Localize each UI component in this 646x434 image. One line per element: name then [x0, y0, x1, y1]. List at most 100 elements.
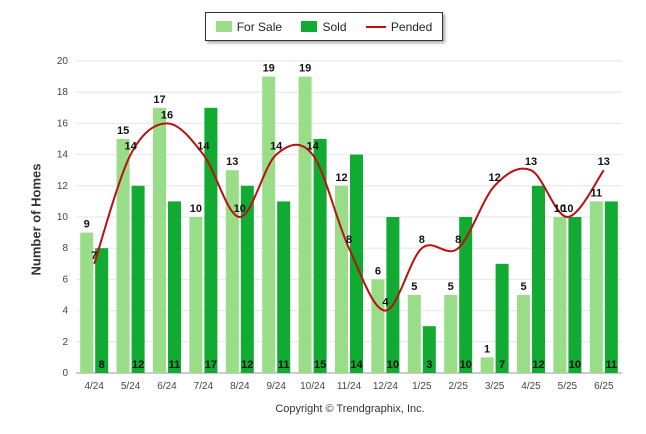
- legend-label-for-sale: For Sale: [236, 19, 283, 34]
- data-label-for-sale: 5: [411, 281, 417, 293]
- bar-sold: [495, 263, 509, 373]
- bar-for-sale: [517, 295, 530, 373]
- bar-for-sale: [480, 357, 494, 373]
- data-label-pended: 8: [419, 234, 425, 246]
- bar-for-sale: [407, 295, 421, 373]
- x-tick-label: 10/24: [300, 381, 325, 392]
- bar-sold: [313, 139, 327, 373]
- x-tick-label: 3/25: [485, 381, 505, 392]
- data-label-pended: 14: [306, 141, 319, 153]
- x-tick-label: 6/25: [594, 381, 614, 392]
- legend-label-pended: Pended: [390, 19, 433, 34]
- bar-sold: [568, 217, 582, 373]
- data-label-pended: 14: [270, 141, 283, 153]
- bar-sold: [459, 217, 473, 373]
- data-label-sold: 14: [350, 359, 363, 371]
- data-label-sold: 7: [499, 359, 505, 371]
- data-label-pended: 4: [382, 297, 389, 309]
- bar-for-sale: [262, 76, 276, 373]
- data-label-for-sale: 5: [520, 281, 526, 293]
- bar-for-sale: [589, 201, 603, 373]
- legend-item-pended[interactable]: Pended: [365, 19, 433, 34]
- x-tick-label: 7/24: [194, 381, 214, 392]
- data-label-sold: 15: [314, 359, 326, 371]
- bar-sold: [95, 248, 109, 373]
- y-tick-label: 10: [57, 212, 69, 223]
- pended-line: [93, 122, 605, 312]
- data-label-pended: 8: [455, 234, 461, 246]
- y-tick-label: 0: [62, 368, 68, 379]
- x-tick-label: 5/25: [558, 381, 578, 392]
- data-label-for-sale: 12: [335, 172, 347, 184]
- data-label-for-sale: 15: [117, 125, 129, 137]
- data-labels: 9871512141711161017141312101911141915141…: [84, 63, 617, 371]
- x-tick-label: 8/24: [230, 381, 250, 392]
- bar-for-sale: [553, 217, 567, 373]
- data-label-for-sale: 19: [299, 63, 311, 75]
- data-label-sold: 10: [569, 359, 581, 371]
- x-tick-label: 11/24: [337, 381, 362, 392]
- data-label-for-sale: 5: [448, 281, 454, 293]
- bar-for-sale: [335, 185, 348, 373]
- legend-swatch-sold: [301, 21, 318, 32]
- legend-item-sold[interactable]: Sold: [301, 19, 347, 34]
- y-axis-title: Number of Homes: [28, 163, 44, 276]
- data-label-pended: 8: [346, 234, 352, 246]
- data-label-pended: 7: [91, 250, 97, 262]
- data-label-sold: 10: [460, 359, 472, 371]
- y-tick-labels: 0 2 4 6 8 10 12 14 16 18 20: [57, 56, 69, 379]
- bar-for-sale: [371, 279, 385, 373]
- data-label-for-sale: 10: [190, 203, 202, 215]
- data-label-sold: 12: [132, 359, 144, 371]
- legend-label-sold: Sold: [322, 19, 347, 34]
- legend-item-for-sale[interactable]: For Sale: [215, 19, 283, 34]
- data-label-for-sale: 6: [375, 265, 381, 277]
- data-label-for-sale: 17: [153, 94, 165, 106]
- y-tick-label: 12: [57, 181, 69, 192]
- data-label-for-sale: 19: [263, 63, 275, 75]
- bar-for-sale: [189, 217, 203, 373]
- y-tick-label: 8: [62, 243, 68, 254]
- y-tick-label: 20: [57, 56, 69, 67]
- x-tick-label: 9/24: [266, 381, 286, 392]
- bar-sold: [240, 185, 254, 373]
- legend-swatch-pended: [365, 25, 386, 28]
- bar-for-sale: [153, 107, 166, 374]
- bar-sold: [168, 201, 181, 373]
- y-tick-label: 6: [62, 274, 68, 285]
- data-label-sold: 10: [387, 359, 399, 371]
- bar-sold: [277, 201, 291, 373]
- data-label-sold: 11: [278, 359, 290, 371]
- copyright-text: Copyright © Trendgraphix, Inc.: [275, 403, 425, 415]
- bar-sold: [532, 185, 545, 373]
- bar-for-sale: [116, 139, 130, 373]
- bar-for-sale: [444, 295, 458, 373]
- data-label-sold: 11: [169, 359, 181, 371]
- data-label-sold: 12: [241, 359, 253, 371]
- bar-sold: [422, 326, 436, 373]
- data-label-pended: 16: [161, 109, 173, 121]
- y-tick-label: 14: [57, 150, 69, 161]
- x-tick-label: 12/24: [373, 381, 398, 392]
- bar-for-sale: [298, 76, 312, 373]
- x-tick-label: 4/25: [521, 381, 541, 392]
- data-label-sold: 11: [605, 359, 617, 371]
- y-tick-label: 18: [57, 87, 69, 98]
- data-label-pended: 13: [598, 156, 610, 168]
- data-label-for-sale: 1: [484, 343, 490, 355]
- data-label-sold: 3: [426, 359, 432, 371]
- data-label-for-sale: 13: [226, 156, 238, 168]
- data-label-pended: 10: [234, 203, 246, 215]
- y-tick-label: 4: [62, 306, 68, 317]
- data-label-pended: 13: [525, 156, 537, 168]
- data-label-for-sale: 10: [554, 203, 566, 215]
- x-tick-label: 6/24: [157, 381, 177, 392]
- x-tick-labels: 4/24 5/24 6/24 7/24 8/24 9/24 10/24 11/24 12/24 1…: [84, 381, 614, 392]
- bar-for-sale: [80, 232, 94, 373]
- data-label-sold: 8: [99, 359, 105, 371]
- bar-sold: [131, 185, 145, 373]
- legend: For Sale Sold Pended: [205, 12, 443, 41]
- data-label-sold: 12: [532, 359, 544, 371]
- legend-swatch-for-sale: [215, 21, 232, 32]
- bar-sold: [386, 217, 400, 373]
